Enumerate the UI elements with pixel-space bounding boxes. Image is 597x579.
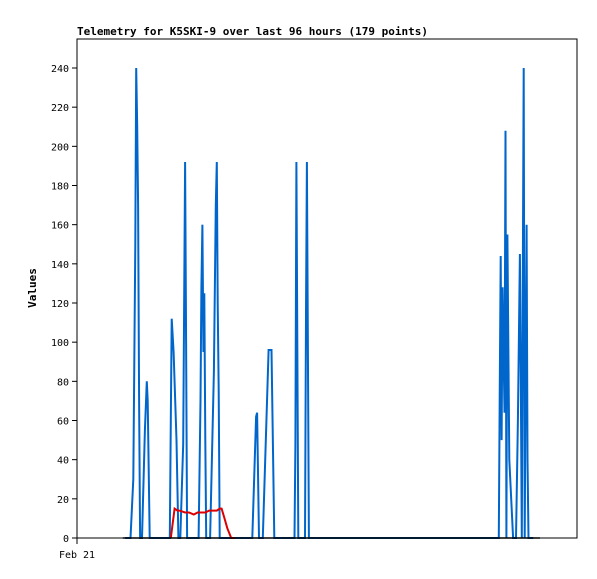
y-tick-label: 200 <box>51 142 69 153</box>
y-tick-label: 120 <box>51 299 69 310</box>
y-tick-label: 80 <box>57 377 69 388</box>
y-tick-label: 140 <box>51 260 69 271</box>
y-tick-label: 0 <box>63 534 69 545</box>
chart-title: Telemetry for K5SKI-9 over last 96 hours… <box>77 25 428 38</box>
y-tick-label: 220 <box>51 103 69 114</box>
y-axis: 0 20 40 60 80 100 120 140 160 180 200 220 240 <box>51 64 77 545</box>
series-line-1 <box>169 506 235 539</box>
series-layer <box>122 67 540 539</box>
y-tick-label: 60 <box>57 417 69 428</box>
y-tick-label: 20 <box>57 495 69 506</box>
y-tick-label: 240 <box>51 64 69 75</box>
x-axis: Feb 21 <box>59 538 95 561</box>
y-axis-label: Values <box>26 268 39 308</box>
y-tick-label: 160 <box>51 221 69 232</box>
y-tick-label: 40 <box>57 456 69 467</box>
x-tick-label: Feb 21 <box>59 550 95 561</box>
plot-area <box>76 38 578 539</box>
y-tick-label: 180 <box>51 182 69 193</box>
y-tick-label: 100 <box>51 338 69 349</box>
